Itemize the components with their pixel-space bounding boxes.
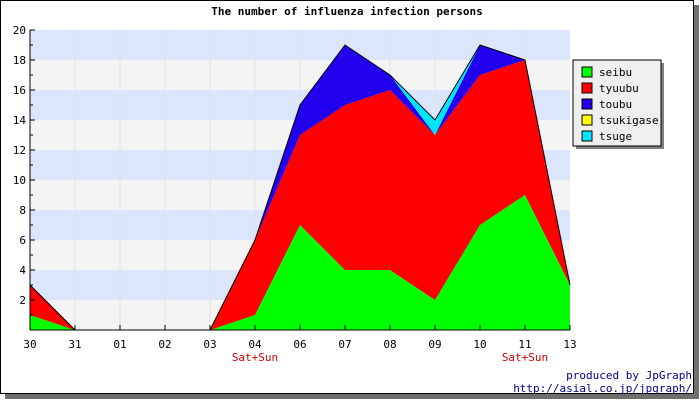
legend-swatch-seibu — [581, 66, 593, 78]
legend-label-toubu: toubu — [599, 98, 632, 111]
y-tick-label: 4 — [19, 264, 26, 277]
legend-swatch-tsuge — [581, 130, 593, 142]
x-tick-label: 06 — [293, 338, 306, 351]
x-tick-label: 10 — [473, 338, 486, 351]
legend-label-tsuge: tsuge — [599, 130, 632, 143]
x-tick-label: 09 — [428, 338, 441, 351]
y-tick-label: 20 — [13, 24, 26, 37]
frame-shadow-right — [694, 5, 699, 399]
credit-line-1: produced by JpGraph — [566, 369, 692, 382]
x-tick-sublabel: Sat+Sun — [232, 351, 278, 364]
chart-title: The number of influenza infection person… — [211, 5, 483, 18]
x-tick-label: 04 — [248, 338, 262, 351]
y-tick-label: 14 — [13, 114, 27, 127]
y-tick-label: 12 — [13, 144, 26, 157]
frame-shadow-bottom — [5, 394, 699, 399]
x-tick-label: 08 — [383, 338, 396, 351]
legend: seibu tyuubu toubu tsukigase tsuge — [572, 59, 664, 149]
x-tick-label: 11 — [518, 338, 531, 351]
x-tick-sublabel: Sat+Sun — [502, 351, 548, 364]
axes — [29, 29, 571, 331]
x-tick-label: 02 — [158, 338, 171, 351]
y-tick-label: 6 — [19, 234, 26, 247]
y-tick-label: 2 — [19, 294, 26, 307]
y-tick-label: 16 — [13, 84, 26, 97]
legend-swatch-tyuubu — [581, 82, 593, 94]
x-tick-label: 03 — [203, 338, 216, 351]
y-tick-label: 18 — [13, 54, 26, 67]
area-tyuubu — [30, 60, 570, 330]
y-tick-label: 8 — [19, 204, 26, 217]
legend-swatch-toubu — [581, 98, 593, 110]
x-tick-label: 07 — [338, 338, 351, 351]
y-tick-label: 10 — [13, 174, 26, 187]
area-seibu — [30, 195, 570, 330]
y-tick-labels: 2 4 6 8 10 12 14 16 18 20 — [13, 24, 27, 307]
legend-label-tyuubu: tyuubu — [599, 82, 639, 95]
x-tick-label: 13 — [563, 338, 576, 351]
legend-label-tsukigase: tsukigase — [599, 114, 659, 127]
x-tick-label: 01 — [113, 338, 126, 351]
credit-url[interactable]: http://asial.co.jp/jpgraph/ — [513, 382, 692, 395]
legend-label-seibu: seibu — [599, 66, 632, 79]
x-tick-label: 30 — [23, 338, 36, 351]
x-tick-label: 31 — [68, 338, 81, 351]
legend-swatch-tsukigase — [581, 114, 593, 126]
